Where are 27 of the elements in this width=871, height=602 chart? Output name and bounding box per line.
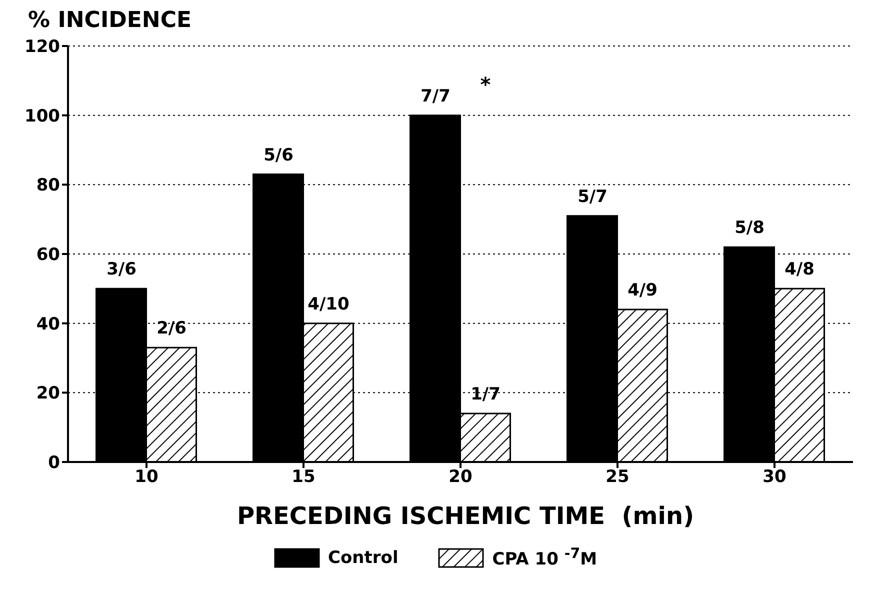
- legend-label: CPA 10 $^{-7}$M: [492, 546, 597, 570]
- annotation: 2/6: [156, 318, 186, 339]
- y-tick-label: 0: [48, 453, 60, 474]
- annotation: 5/6: [264, 145, 294, 166]
- x-tick-label: 30: [762, 467, 786, 488]
- y-tick-label: 120: [24, 37, 60, 58]
- y-tick-label: 60: [36, 245, 60, 266]
- y-tick-label: 20: [36, 384, 60, 404]
- annotation: 3/6: [106, 260, 136, 280]
- x-tick-label: 25: [606, 467, 630, 488]
- annotation: 4/9: [628, 280, 658, 300]
- x-tick-label: 10: [134, 467, 158, 488]
- y-tick-label: 80: [36, 176, 60, 196]
- annotation: 7/7: [420, 86, 450, 106]
- y-tick-label: 40: [36, 314, 60, 334]
- x-axis-title: PRECEDING ISCHEMIC TIME (min): [236, 502, 696, 532]
- annotation: *: [480, 72, 492, 96]
- annotation: 4/10: [308, 294, 350, 314]
- x-tick-label: 15: [292, 467, 316, 488]
- annotation: 4/8: [784, 260, 814, 280]
- annotation: 5/7: [578, 186, 608, 207]
- y-tick-label: 100: [24, 106, 60, 126]
- x-tick-label: 20: [448, 467, 472, 488]
- annotation: 5/8: [734, 218, 764, 238]
- annotation: 1/7: [470, 384, 500, 404]
- legend-label: Control: [328, 548, 398, 568]
- y-axis-title: % INCIDENCE: [28, 8, 193, 33]
